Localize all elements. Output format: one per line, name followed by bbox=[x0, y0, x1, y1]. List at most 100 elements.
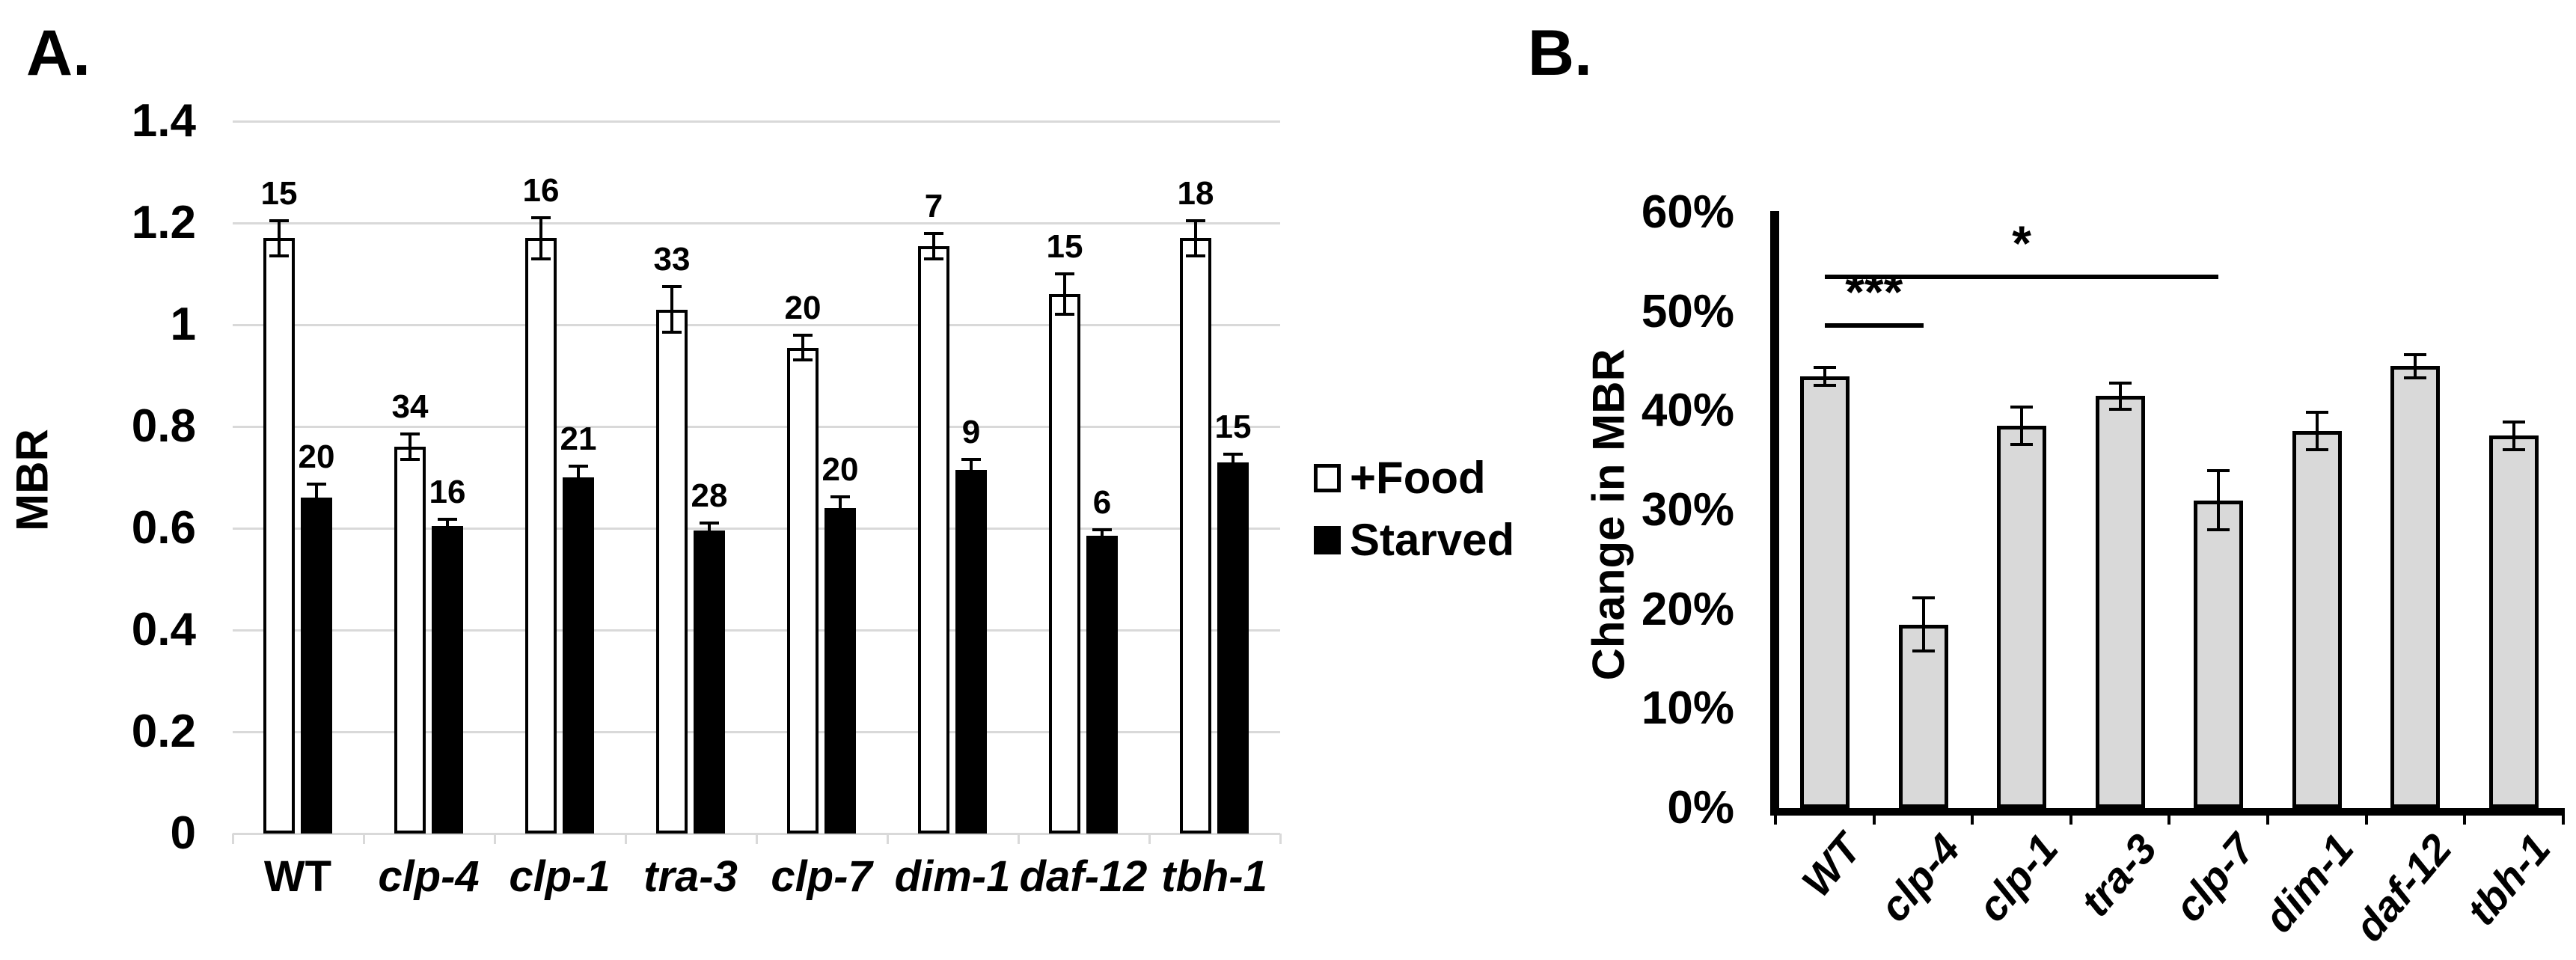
sample-size-label: 15 bbox=[1046, 228, 1083, 265]
error-bar bbox=[670, 287, 673, 333]
error-bar-cap bbox=[1814, 383, 1836, 387]
sample-size-label: 7 bbox=[924, 187, 943, 224]
error-bar bbox=[2118, 383, 2122, 409]
category-axis-tick bbox=[493, 834, 496, 844]
sample-size-label: 16 bbox=[522, 172, 560, 210]
y-tick-label: 1.4 bbox=[131, 95, 196, 147]
significance-label: *** bbox=[1845, 264, 1903, 320]
error-bar-cap bbox=[2207, 528, 2230, 532]
error-bar-cap bbox=[961, 478, 981, 482]
bar-change-mbr bbox=[2292, 430, 2342, 808]
error-bar-cap bbox=[700, 537, 719, 541]
error-bar-cap bbox=[1055, 313, 1074, 317]
sample-size-label: 15 bbox=[260, 174, 298, 212]
error-bar-cap bbox=[1223, 452, 1243, 456]
bar-food bbox=[918, 245, 949, 834]
bar-starved bbox=[824, 507, 856, 834]
y-tick-label: 0.4 bbox=[131, 604, 196, 655]
y-tick-label: 0.8 bbox=[131, 400, 196, 452]
error-bar bbox=[1232, 453, 1235, 471]
sample-size-label: 6 bbox=[1092, 484, 1112, 522]
bar-starved bbox=[432, 525, 463, 834]
y-tick-label: 40% bbox=[1641, 385, 1734, 437]
error-bar-cap bbox=[269, 254, 289, 258]
bar-change-mbr bbox=[1898, 624, 1948, 808]
sample-size-label: 18 bbox=[1177, 174, 1214, 212]
bar-food bbox=[1049, 294, 1080, 834]
error-bar-cap bbox=[2305, 410, 2328, 414]
bar-food bbox=[394, 447, 426, 834]
error-bar-cap bbox=[400, 458, 420, 462]
sample-size-label: 33 bbox=[653, 241, 691, 278]
food-open-square-icon bbox=[1314, 464, 1341, 492]
category-axis-tick bbox=[1774, 816, 1778, 825]
error-bar bbox=[315, 483, 318, 512]
error-bar-cap bbox=[1912, 649, 1935, 653]
bar-starved bbox=[1217, 462, 1249, 834]
error-bar-cap bbox=[2404, 376, 2427, 380]
error-bar-cap bbox=[2502, 420, 2525, 424]
bar-change-mbr bbox=[2095, 396, 2145, 808]
error-bar-cap bbox=[662, 331, 682, 334]
error-bar-cap bbox=[662, 285, 682, 288]
bar-food bbox=[656, 309, 688, 834]
bar-change-mbr bbox=[1800, 376, 1850, 808]
x-category-label: daf-12 bbox=[1019, 852, 1148, 901]
error-bar-cap bbox=[830, 517, 850, 521]
error-bar-cap bbox=[400, 432, 420, 436]
legend-starved-label: Starved bbox=[1350, 515, 1515, 565]
error-bar-cap bbox=[793, 358, 813, 361]
bar-food bbox=[525, 238, 557, 834]
y-tick-label: 1 bbox=[170, 299, 196, 350]
significance-bracket bbox=[1825, 275, 2219, 280]
category-axis-tick bbox=[1017, 834, 1020, 844]
y-tick-label: 0.6 bbox=[131, 502, 196, 554]
error-bar-cap bbox=[1223, 468, 1243, 472]
error-bar-cap bbox=[1055, 272, 1074, 275]
error-bar-cap bbox=[924, 257, 943, 260]
y-tick-label: 30% bbox=[1641, 483, 1734, 536]
y-tick-label: 60% bbox=[1641, 186, 1734, 238]
error-bar-cap bbox=[1092, 528, 1112, 532]
sample-size-label: 34 bbox=[391, 388, 429, 426]
x-axis-line bbox=[1770, 808, 2565, 816]
y-tick-label: 0% bbox=[1667, 782, 1734, 834]
category-axis-tick bbox=[2364, 816, 2368, 825]
error-bar-cap bbox=[924, 231, 943, 235]
error-bar bbox=[970, 459, 973, 480]
significance-label: * bbox=[2012, 215, 2031, 272]
category-axis-tick bbox=[624, 834, 627, 844]
x-category-label: clp-4 bbox=[378, 852, 480, 901]
error-bar-cap bbox=[269, 218, 289, 222]
error-bar bbox=[932, 233, 935, 259]
bar-food bbox=[787, 347, 819, 834]
category-axis-tick bbox=[1971, 816, 1974, 825]
error-bar-cap bbox=[2305, 447, 2328, 451]
y-tick-label: 0 bbox=[170, 807, 196, 859]
error-bar-cap bbox=[569, 465, 588, 468]
error-bar bbox=[409, 434, 412, 460]
error-bar-cap bbox=[2108, 382, 2132, 385]
error-bar-cap bbox=[1092, 540, 1112, 544]
category-axis-tick bbox=[755, 834, 758, 844]
error-bar bbox=[839, 496, 842, 519]
error-bar-cap bbox=[307, 482, 326, 486]
sample-size-label: 20 bbox=[298, 438, 335, 475]
x-category-label: tbh-1 bbox=[1161, 852, 1267, 901]
error-bar bbox=[2217, 470, 2221, 531]
error-bar bbox=[801, 335, 804, 360]
error-bar bbox=[708, 522, 711, 539]
gridline bbox=[233, 425, 1280, 428]
error-bar-cap bbox=[438, 518, 457, 522]
gridline bbox=[233, 120, 1280, 123]
error-bar-cap bbox=[531, 257, 551, 260]
y-tick-label: 1.2 bbox=[131, 197, 196, 248]
error-bar-cap bbox=[2502, 447, 2525, 451]
sample-size-label: 21 bbox=[560, 421, 597, 458]
y-tick-label: 10% bbox=[1641, 682, 1734, 735]
category-axis-tick bbox=[2266, 816, 2270, 825]
error-bar-cap bbox=[438, 530, 457, 533]
gridline bbox=[233, 730, 1280, 733]
category-axis-tick bbox=[1279, 834, 1282, 844]
